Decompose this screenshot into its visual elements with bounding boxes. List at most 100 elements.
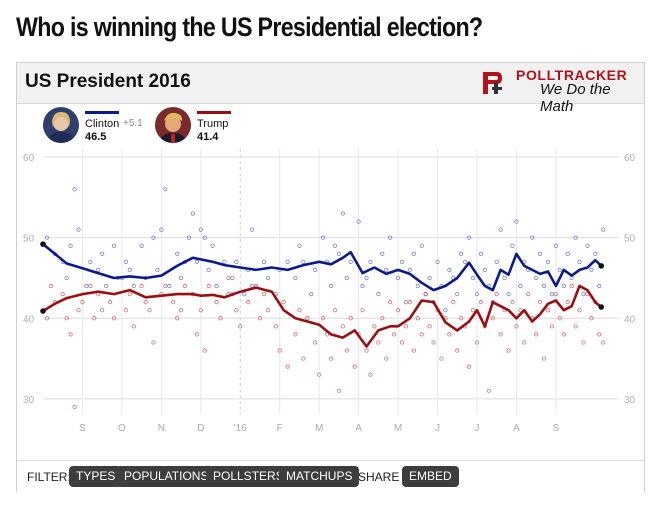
- poll-point-trump: [380, 316, 385, 321]
- x-tick-label: J: [474, 423, 479, 434]
- poll-point-clinton: [151, 235, 156, 240]
- poll-point-clinton: [332, 243, 338, 248]
- trend-line-trump: [42, 284, 603, 348]
- poll-point-clinton: [463, 259, 468, 264]
- poll-point-trump: [388, 300, 393, 305]
- poll-point-trump: [257, 316, 263, 321]
- poll-point-trump: [297, 308, 302, 313]
- y-tick-label-left: 60: [23, 153, 35, 164]
- poll-point-trump: [415, 316, 420, 321]
- poll-point-clinton: [44, 235, 50, 240]
- trend-line-clinton: [42, 243, 603, 292]
- embed-button[interactable]: EMBED: [402, 466, 459, 487]
- poll-point-clinton: [510, 243, 515, 248]
- poll-point-clinton: [214, 283, 219, 289]
- filter-label: FILTER:: [27, 470, 71, 484]
- poll-point-trump: [522, 340, 527, 345]
- filter-populations-button[interactable]: POPULATIONS: [117, 466, 216, 487]
- poll-point-trump: [277, 348, 282, 353]
- poll-point-clinton: [348, 259, 353, 264]
- y-tick-label-right: 40: [624, 314, 636, 325]
- poll-point-trump: [171, 300, 176, 305]
- x-tick-label: M: [394, 423, 402, 434]
- x-tick-label: M: [315, 423, 323, 434]
- poll-point-clinton: [384, 267, 389, 273]
- poll-point-trump: [261, 291, 267, 297]
- poll-point-clinton: [498, 227, 503, 232]
- card-header: US President 2016 POLLTRACKER We Do the …: [17, 63, 644, 115]
- poll-point-trump: [395, 308, 401, 313]
- poll-point-clinton: [261, 259, 267, 264]
- chart-card: US President 2016 POLLTRACKER We Do the …: [16, 62, 645, 493]
- poll-point-trump: [139, 283, 144, 289]
- poll-point-trump: [376, 340, 381, 345]
- polltracker-logo-mark-icon: [483, 72, 502, 94]
- poll-point-trump: [498, 332, 503, 337]
- poll-point-clinton: [159, 227, 164, 232]
- poll-point-trump: [577, 308, 582, 313]
- poll-point-clinton: [178, 275, 184, 281]
- poll-point-trump: [246, 300, 251, 305]
- poll-point-trump: [281, 300, 286, 305]
- filter-types-button[interactable]: TYPES: [69, 466, 123, 487]
- poll-chart[interactable]: 30 30 40 40 50 50 60 60 S O N D '16 F M A M J J A S: [17, 145, 644, 445]
- poll-point-trump: [151, 340, 156, 345]
- poll-point-clinton: [565, 251, 570, 256]
- x-tick-label: N: [158, 423, 165, 434]
- poll-point-trump: [72, 404, 77, 410]
- trump-name: Trump: [197, 118, 229, 130]
- poll-point-clinton: [443, 308, 448, 313]
- poll-point-clinton: [222, 259, 227, 264]
- poll-point-trump: [68, 332, 73, 337]
- poll-point-trump: [427, 324, 432, 329]
- poll-point-trump: [321, 316, 326, 321]
- poll-point-clinton: [427, 275, 432, 281]
- poll-point-clinton: [210, 243, 215, 248]
- poll-point-clinton: [96, 267, 101, 273]
- poll-point-clinton: [597, 283, 602, 289]
- poll-point-trump: [459, 316, 464, 321]
- polltracker-logo[interactable]: POLLTRACKER We Do the Math: [480, 67, 636, 115]
- poll-point-trump: [526, 291, 531, 297]
- filter-pollsters-button[interactable]: POLLSTERS: [206, 466, 291, 487]
- poll-point-clinton: [573, 235, 578, 240]
- poll-point-trump: [478, 300, 484, 305]
- poll-point-clinton: [155, 267, 160, 273]
- poll-point-clinton: [455, 291, 460, 297]
- poll-point-trump: [340, 324, 345, 329]
- poll-point-clinton: [309, 291, 314, 297]
- poll-point-trump: [407, 300, 413, 305]
- poll-point-clinton: [376, 291, 381, 297]
- poll-point-clinton: [549, 291, 555, 297]
- poll-point-trump: [206, 283, 211, 289]
- poll-point-trump: [230, 275, 235, 281]
- poll-point-trump: [466, 364, 472, 369]
- poll-point-trump: [372, 324, 377, 329]
- poll-point-clinton: [321, 235, 326, 240]
- y-tick-label-left: 50: [23, 234, 35, 245]
- poll-point-clinton: [581, 291, 586, 297]
- poll-point-trump: [534, 332, 539, 337]
- poll-point-clinton: [435, 259, 440, 264]
- poll-point-clinton: [368, 259, 373, 264]
- poll-point-clinton: [313, 267, 318, 273]
- clinton-value: 46.5: [85, 131, 107, 143]
- poll-point-trump: [360, 308, 365, 313]
- poll-point-clinton: [356, 219, 361, 224]
- poll-point-trump: [549, 324, 555, 329]
- x-tick-label: S: [553, 423, 560, 434]
- poll-point-clinton: [534, 275, 539, 281]
- poll-point-trump: [92, 316, 97, 321]
- poll-point-trump: [423, 291, 428, 297]
- poll-point-clinton: [84, 283, 89, 289]
- logo-name: POLLTRACKER: [516, 67, 628, 83]
- poll-point-trump: [178, 308, 184, 313]
- poll-point-clinton: [593, 251, 598, 256]
- poll-point-clinton: [589, 267, 594, 273]
- poll-point-trump: [403, 324, 409, 329]
- poll-point-clinton: [388, 235, 393, 240]
- clinton-avatar-icon: [43, 107, 79, 143]
- filter-matchups-button[interactable]: MATCHUPS: [279, 466, 360, 487]
- poll-point-clinton: [585, 243, 590, 248]
- poll-point-trump: [265, 308, 270, 313]
